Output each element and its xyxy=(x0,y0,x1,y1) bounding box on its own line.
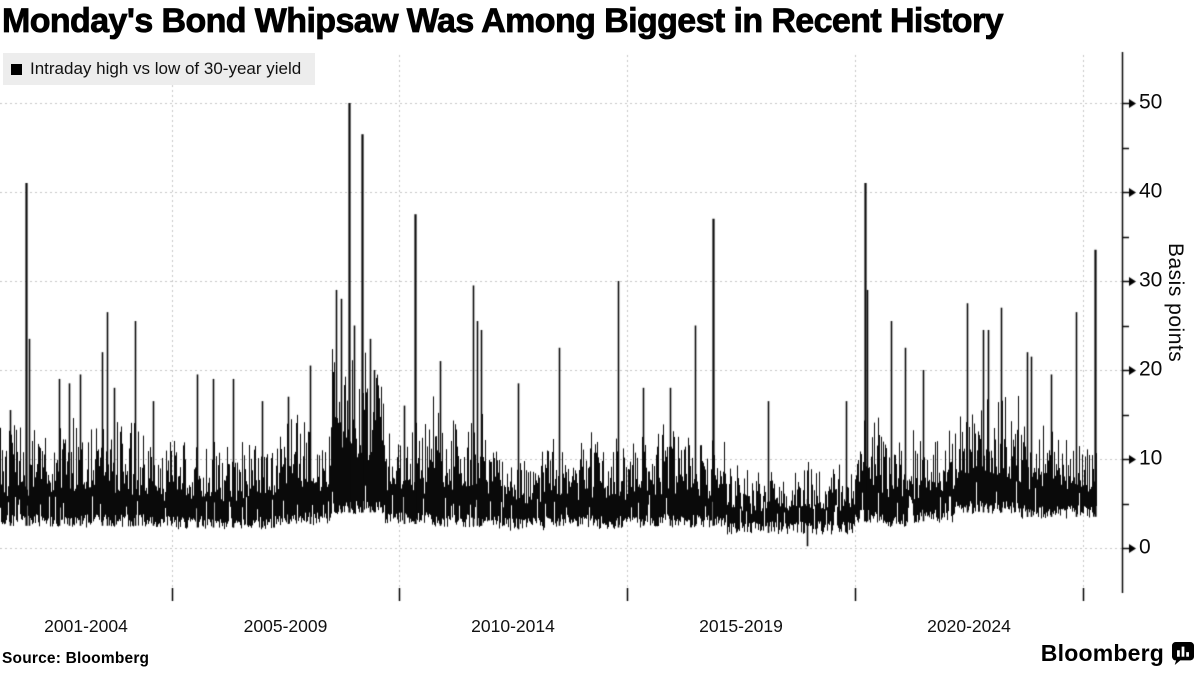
y-tick-label: 30 xyxy=(1139,268,1163,292)
y-tick-label: 0 xyxy=(1139,535,1151,559)
y-tick-label: 20 xyxy=(1139,357,1163,381)
legend-swatch-icon xyxy=(11,63,22,75)
bloomberg-brand: Bloomberg xyxy=(1041,640,1194,667)
bloomberg-wordmark: Bloomberg xyxy=(1040,640,1164,666)
y-axis-title: Basis points xyxy=(1164,243,1187,363)
x-group-label: 2001-2004 xyxy=(44,616,128,636)
legend: Intraday high vs low of 30-year yield xyxy=(3,53,316,85)
source-note: Source: Bloomberg xyxy=(2,650,150,667)
legend-label: Intraday high vs low of 30-year yield xyxy=(30,59,302,78)
x-group-label: 2010-2014 xyxy=(471,616,555,636)
chart-title: Monday's Bond Whipsaw Was Among Biggest … xyxy=(2,2,1004,41)
x-group-label: 2015-2019 xyxy=(699,616,783,636)
x-axis-labels: 2001-2004 2005-2009 2010-2014 2015-2019 2020… xyxy=(0,616,1123,640)
bloomberg-icon xyxy=(1172,642,1194,665)
y-tick-label: 40 xyxy=(1139,179,1163,203)
x-group-label: 2020-2024 xyxy=(927,616,1011,636)
y-tick-label: 10 xyxy=(1139,446,1163,470)
x-group-label: 2005-2009 xyxy=(243,616,328,636)
y-tick-label: 50 xyxy=(1139,90,1163,114)
